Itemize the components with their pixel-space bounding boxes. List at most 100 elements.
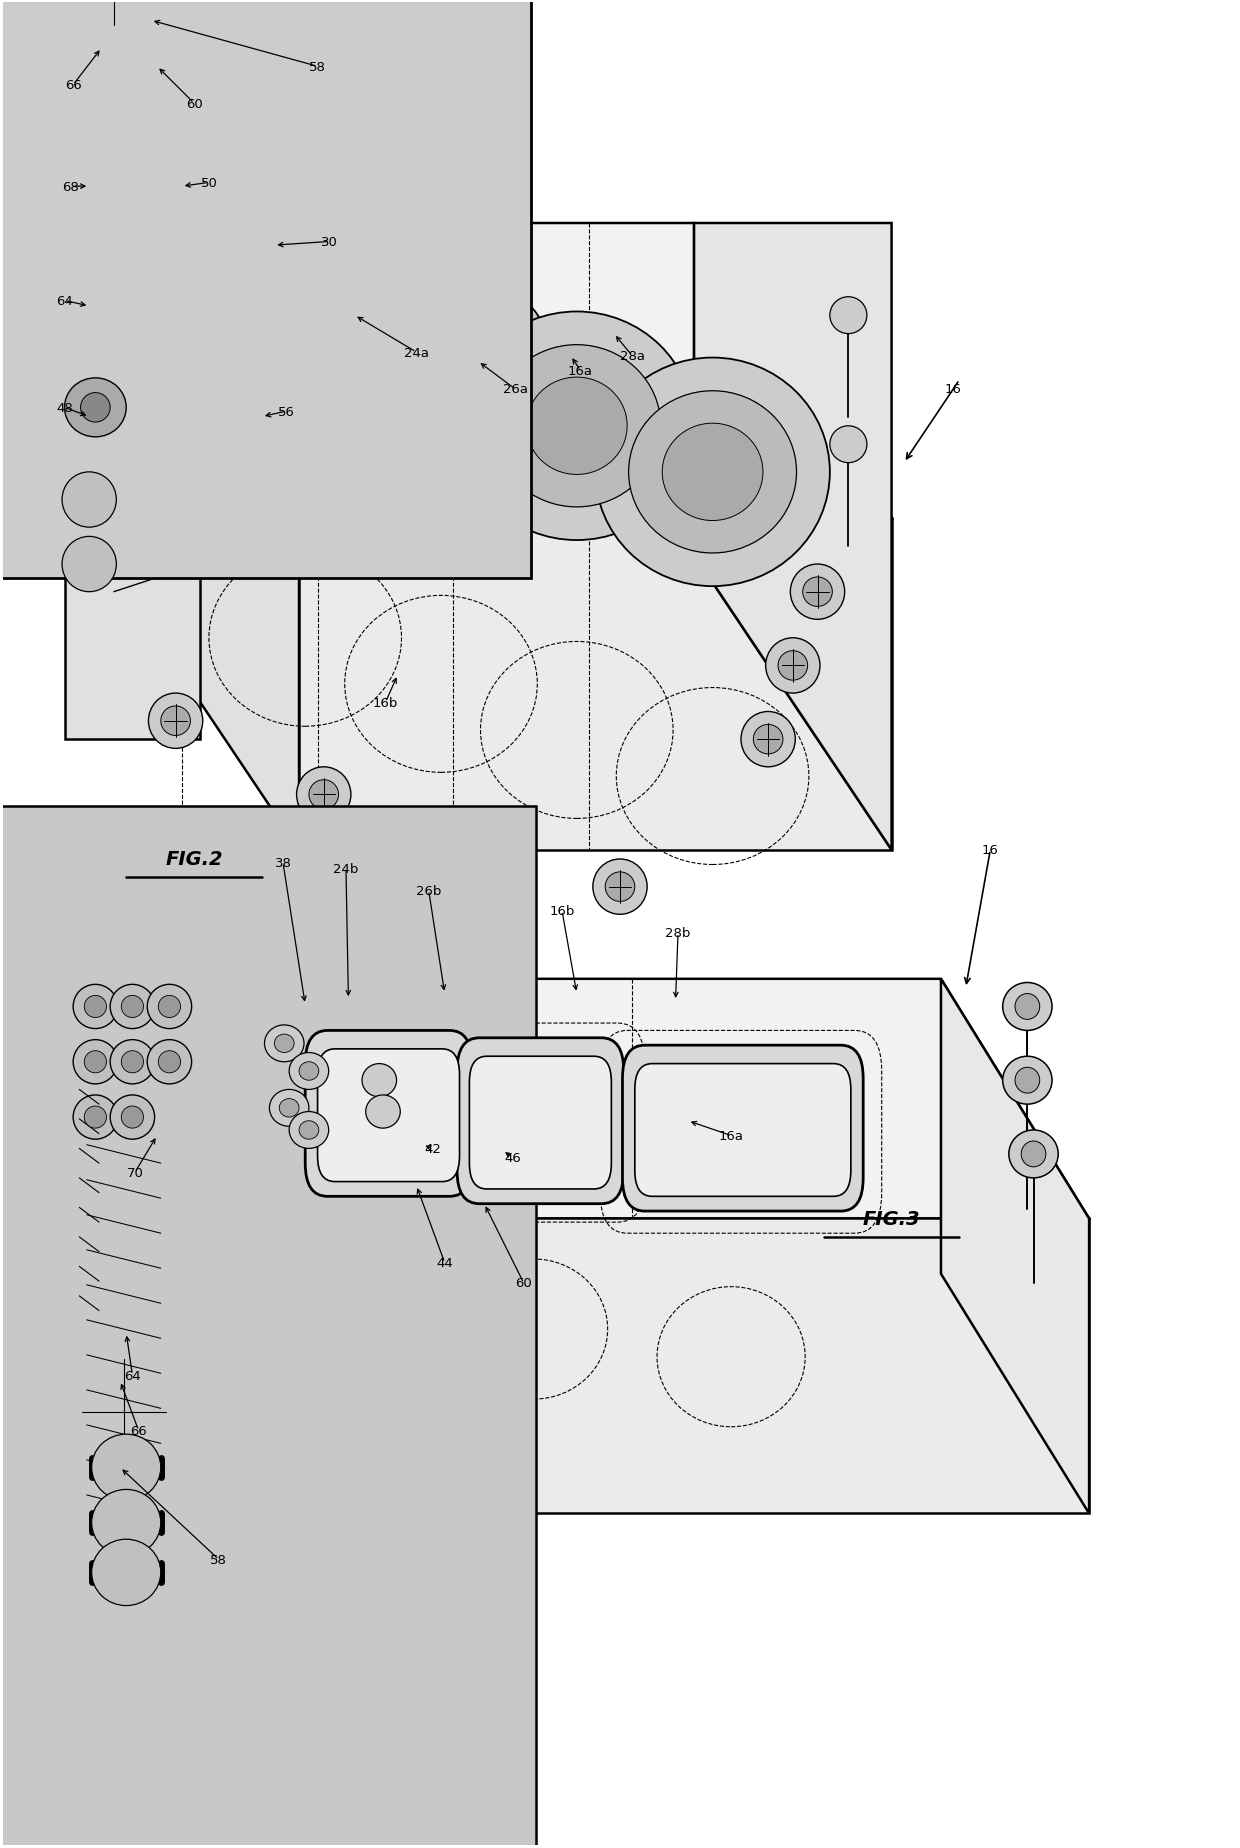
Ellipse shape bbox=[299, 1063, 319, 1081]
FancyBboxPatch shape bbox=[635, 1064, 851, 1198]
Ellipse shape bbox=[595, 359, 830, 588]
Ellipse shape bbox=[84, 1052, 107, 1074]
Ellipse shape bbox=[274, 1035, 294, 1053]
Ellipse shape bbox=[81, 394, 110, 423]
FancyBboxPatch shape bbox=[317, 1050, 460, 1183]
Ellipse shape bbox=[1022, 1142, 1045, 1168]
Text: 60: 60 bbox=[516, 1277, 532, 1290]
Ellipse shape bbox=[777, 650, 807, 680]
Ellipse shape bbox=[391, 333, 491, 429]
Text: 70: 70 bbox=[126, 1166, 144, 1179]
Ellipse shape bbox=[662, 423, 763, 521]
Polygon shape bbox=[64, 39, 201, 739]
Ellipse shape bbox=[458, 826, 486, 856]
Ellipse shape bbox=[122, 996, 144, 1018]
Ellipse shape bbox=[765, 638, 820, 693]
Text: 66: 66 bbox=[64, 79, 82, 92]
Ellipse shape bbox=[279, 1100, 299, 1118]
Ellipse shape bbox=[255, 286, 356, 383]
Text: 58: 58 bbox=[309, 61, 326, 74]
Ellipse shape bbox=[1003, 1057, 1052, 1105]
Ellipse shape bbox=[1016, 994, 1039, 1020]
Ellipse shape bbox=[269, 1090, 309, 1127]
Text: 46: 46 bbox=[505, 1151, 521, 1164]
Text: 38: 38 bbox=[274, 857, 291, 870]
Ellipse shape bbox=[159, 1052, 181, 1074]
Ellipse shape bbox=[110, 985, 155, 1029]
Text: FIG.3: FIG.3 bbox=[863, 1209, 920, 1229]
Ellipse shape bbox=[188, 220, 423, 449]
Polygon shape bbox=[64, 979, 224, 1514]
Ellipse shape bbox=[366, 1096, 401, 1129]
Ellipse shape bbox=[492, 346, 661, 508]
Ellipse shape bbox=[445, 813, 498, 869]
Text: 56: 56 bbox=[278, 405, 295, 418]
Ellipse shape bbox=[149, 693, 203, 748]
Text: 16a: 16a bbox=[568, 364, 593, 377]
Text: 16: 16 bbox=[982, 845, 998, 857]
Text: 64: 64 bbox=[56, 296, 73, 309]
FancyBboxPatch shape bbox=[0, 806, 536, 1848]
Ellipse shape bbox=[754, 724, 782, 754]
Text: 26a: 26a bbox=[502, 383, 527, 395]
FancyBboxPatch shape bbox=[622, 1046, 863, 1212]
Ellipse shape bbox=[1016, 1068, 1039, 1094]
Text: 16: 16 bbox=[945, 383, 962, 395]
Ellipse shape bbox=[92, 1539, 161, 1606]
Polygon shape bbox=[694, 224, 892, 850]
Ellipse shape bbox=[299, 1122, 319, 1140]
Polygon shape bbox=[126, 979, 1089, 1220]
Text: 68: 68 bbox=[62, 181, 79, 194]
Text: 26b: 26b bbox=[415, 885, 441, 898]
Ellipse shape bbox=[62, 473, 117, 529]
Ellipse shape bbox=[593, 859, 647, 915]
Text: 42: 42 bbox=[424, 1142, 440, 1155]
Polygon shape bbox=[694, 224, 892, 850]
Ellipse shape bbox=[357, 299, 525, 462]
Ellipse shape bbox=[460, 312, 694, 541]
Ellipse shape bbox=[159, 996, 181, 1018]
Ellipse shape bbox=[73, 1040, 118, 1085]
Ellipse shape bbox=[605, 872, 635, 902]
FancyBboxPatch shape bbox=[470, 1057, 611, 1190]
Ellipse shape bbox=[289, 1112, 329, 1149]
Ellipse shape bbox=[790, 565, 844, 619]
Ellipse shape bbox=[830, 427, 867, 464]
Ellipse shape bbox=[84, 996, 107, 1018]
Text: 66: 66 bbox=[130, 1425, 148, 1438]
Ellipse shape bbox=[148, 985, 192, 1029]
Ellipse shape bbox=[527, 377, 627, 475]
Ellipse shape bbox=[324, 266, 558, 495]
Text: 60: 60 bbox=[186, 98, 202, 111]
Ellipse shape bbox=[84, 1107, 107, 1129]
Ellipse shape bbox=[296, 767, 351, 822]
Ellipse shape bbox=[830, 298, 867, 334]
Text: 24a: 24a bbox=[404, 346, 429, 359]
Text: 16b: 16b bbox=[549, 906, 574, 918]
Text: 44: 44 bbox=[436, 1257, 453, 1270]
Ellipse shape bbox=[110, 1096, 155, 1140]
Ellipse shape bbox=[629, 392, 796, 554]
Text: 16a: 16a bbox=[719, 1129, 744, 1142]
Text: 64: 64 bbox=[124, 1369, 141, 1382]
FancyBboxPatch shape bbox=[305, 1031, 472, 1198]
Ellipse shape bbox=[92, 1489, 161, 1556]
FancyBboxPatch shape bbox=[0, 0, 531, 578]
Ellipse shape bbox=[92, 1434, 161, 1501]
Ellipse shape bbox=[122, 1107, 144, 1129]
Polygon shape bbox=[71, 0, 170, 39]
Ellipse shape bbox=[110, 1040, 155, 1085]
Polygon shape bbox=[274, 1220, 1089, 1514]
Text: 50: 50 bbox=[201, 177, 217, 190]
Ellipse shape bbox=[289, 1053, 329, 1090]
Text: FIG.2: FIG.2 bbox=[165, 850, 223, 869]
Ellipse shape bbox=[73, 985, 118, 1029]
Text: 28b: 28b bbox=[666, 926, 691, 941]
FancyBboxPatch shape bbox=[458, 1039, 624, 1205]
Text: 16b: 16b bbox=[373, 697, 398, 710]
Ellipse shape bbox=[148, 1040, 192, 1085]
Ellipse shape bbox=[742, 711, 795, 767]
Ellipse shape bbox=[1003, 983, 1052, 1031]
Polygon shape bbox=[71, 924, 195, 979]
Ellipse shape bbox=[309, 780, 339, 809]
